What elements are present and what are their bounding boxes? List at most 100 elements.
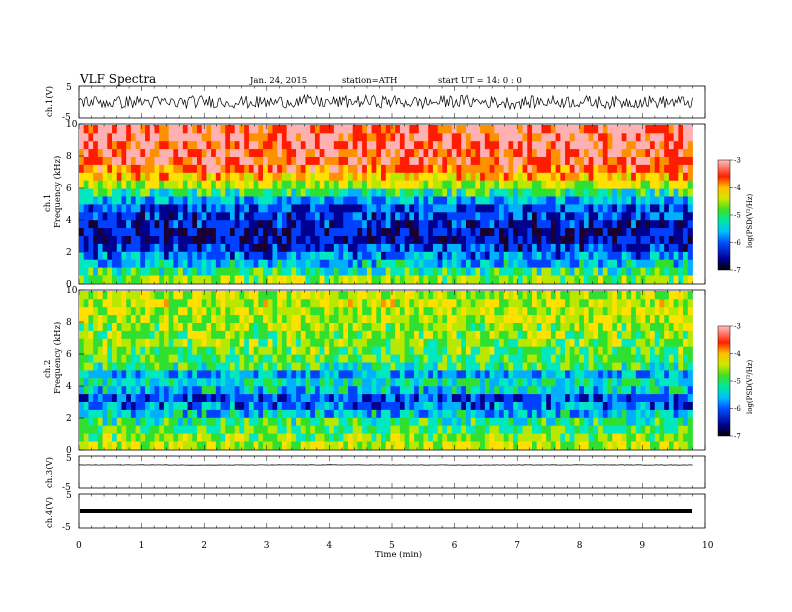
- spectrogram-cell: [546, 330, 552, 339]
- spectrogram-cell: [352, 377, 358, 387]
- spectrogram-cell: [258, 267, 264, 276]
- spectrogram-cell: [362, 156, 368, 165]
- spectrogram-cell: [192, 314, 198, 323]
- spectrogram-cell: [560, 314, 566, 323]
- spectrogram-cell: [267, 148, 273, 157]
- spectrogram-cell: [513, 377, 519, 387]
- spectrogram-cell: [343, 235, 349, 244]
- spectrogram-cell: [163, 251, 170, 260]
- spectrogram-cell: [121, 125, 127, 134]
- spectrogram-cell: [621, 188, 627, 197]
- spectrogram-cell: [116, 188, 122, 197]
- spectrogram-cell: [173, 219, 179, 229]
- spectrogram-cell: [258, 235, 264, 244]
- spectrogram-cell: [248, 188, 255, 197]
- spectrogram-cell: [475, 125, 481, 134]
- spectrogram-cell: [437, 377, 443, 387]
- spectrogram-cell: [447, 354, 453, 363]
- spectrogram-cell: [135, 346, 141, 355]
- spectrogram-cell: [163, 385, 170, 395]
- spectrogram-cell: [220, 362, 226, 371]
- spectrogram-cell: [333, 401, 339, 410]
- spectrogram-cell: [201, 417, 207, 426]
- spectrogram-cell: [635, 441, 641, 450]
- spectrogram-cell: [465, 322, 472, 331]
- spectrogram-cell: [149, 370, 155, 379]
- spectrogram-cell: [536, 354, 542, 363]
- spectrogram-cell: [475, 425, 481, 434]
- spectrogram-cell: [522, 409, 528, 418]
- spectrogram-cell: [489, 330, 495, 339]
- spectrogram-cell: [314, 148, 321, 157]
- spectrogram-cell: [145, 172, 151, 181]
- spectrogram-cell: [291, 393, 297, 402]
- spectrogram-cell: [664, 172, 670, 181]
- spectrogram-cell: [258, 338, 264, 347]
- spectrogram-cell: [602, 140, 608, 150]
- spectrogram-cell: [211, 267, 217, 276]
- spectrogram-cell: [404, 362, 410, 371]
- spectrogram-cell: [79, 370, 85, 379]
- spectrogram-cell: [635, 259, 641, 268]
- spectrogram-cell: [333, 251, 339, 260]
- spectrogram-cell: [371, 172, 377, 181]
- spectrogram-cell: [296, 180, 302, 189]
- spectrogram-cell: [536, 219, 542, 229]
- spectrogram-cell: [206, 338, 212, 347]
- spectrogram-cell: [626, 235, 632, 244]
- spectrogram-cell: [470, 227, 476, 236]
- spectrogram-cell: [338, 354, 344, 363]
- spectrogram-cell: [640, 385, 646, 395]
- spectrogram-cell: [145, 362, 151, 371]
- spectrogram-cell: [631, 393, 637, 402]
- spectrogram-cell: [173, 235, 179, 244]
- spectrogram-cell: [97, 164, 103, 173]
- spectrogram-cell: [583, 338, 590, 347]
- spectrogram-cell: [470, 243, 476, 252]
- spectrogram-cell: [220, 164, 226, 173]
- spectrogram-cell: [220, 235, 226, 244]
- spectrogram-cell: [437, 401, 443, 410]
- spectrogram-cell: [366, 291, 372, 300]
- spectrogram-cell: [437, 164, 443, 173]
- spectrogram-cell: [239, 196, 245, 205]
- spectrogram-cell: [291, 180, 297, 189]
- spectrogram-cell: [211, 196, 217, 205]
- spectrogram-cell: [494, 125, 500, 134]
- spectrogram-cell: [432, 306, 439, 316]
- spectrogram-cell: [574, 188, 580, 197]
- spectrogram-cell: [621, 148, 627, 157]
- spectrogram-cell: [220, 441, 226, 450]
- spectrogram-cell: [668, 204, 674, 213]
- spectrogram-cell: [173, 362, 179, 371]
- spectrogram-cell: [546, 235, 552, 244]
- spectrogram-cell: [225, 211, 231, 221]
- spectrogram-cell: [598, 251, 604, 260]
- spectrogram-cell: [196, 298, 203, 308]
- spectrogram-cell: [230, 227, 236, 236]
- spectrogram-cell: [423, 417, 429, 426]
- spectrogram-cell: [366, 267, 372, 276]
- spectrogram-cell: [206, 314, 212, 323]
- spectrogram-cell: [239, 393, 245, 402]
- spectrogram-cell: [489, 251, 495, 260]
- spectrogram-cell: [640, 393, 646, 402]
- spectrogram-cell: [560, 227, 566, 236]
- spectrogram-cell: [286, 417, 292, 426]
- spectrogram-cell: [253, 132, 259, 142]
- spectrogram-cell: [385, 196, 391, 205]
- spectrogram-cell: [527, 267, 533, 276]
- spectrogram-cell: [88, 385, 94, 395]
- spectrogram-cell: [79, 291, 85, 300]
- spectrogram-cell: [678, 251, 684, 260]
- spectrogram-cell: [93, 409, 99, 418]
- spectrogram-cell: [418, 125, 424, 134]
- spectrogram-cell: [168, 267, 174, 276]
- spectrogram-cell: [560, 417, 566, 426]
- spectrogram-cell: [182, 204, 188, 213]
- spectrogram-cell: [112, 125, 118, 134]
- spectrogram-cell: [508, 164, 514, 173]
- spectrogram-cell: [296, 338, 302, 347]
- spectrogram-cell: [654, 140, 660, 150]
- spectrogram-cell: [532, 196, 538, 205]
